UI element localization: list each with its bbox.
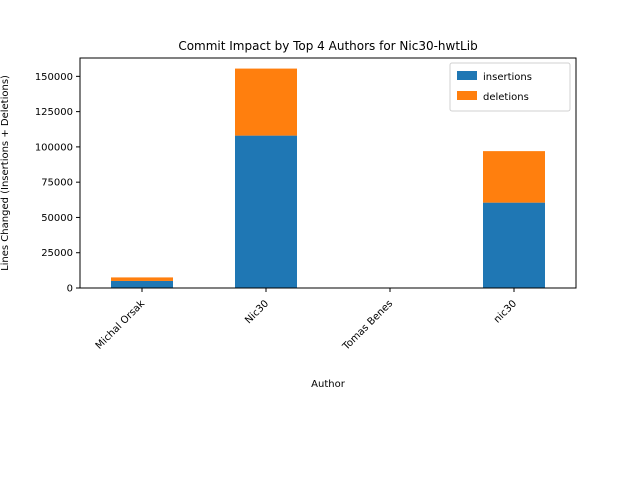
y-axis: 0 25000 50000 75000 100000 125000 150000 [35, 72, 80, 295]
y-tick-label: 0 [67, 284, 73, 295]
y-tick-label: 125000 [35, 107, 73, 118]
legend-swatch-deletions [457, 91, 477, 100]
legend-label-deletions: deletions [483, 92, 529, 103]
plot-frame [79, 57, 577, 289]
y-tick-label: 100000 [35, 142, 73, 153]
legend: insertions deletions [449, 62, 571, 112]
bar-deletions-0 [111, 277, 173, 281]
legend-label-insertions: insertions [483, 72, 532, 83]
bar-insertions-0 [111, 280, 173, 288]
bar-insertions-3 [483, 202, 545, 288]
x-axis-label: Author [311, 379, 346, 390]
bar-deletions-3 [483, 151, 545, 203]
bar-insertions-1 [235, 135, 297, 288]
y-tick-label: 75000 [41, 178, 73, 189]
y-tick-label: 50000 [41, 213, 73, 224]
bar-deletions-1 [235, 68, 297, 136]
legend-swatch-insertions [457, 71, 477, 80]
y-tick-label: 25000 [41, 248, 73, 259]
legend-box [449, 62, 571, 112]
chart-title: Commit Impact by Top 4 Authors for Nic30… [178, 39, 477, 53]
bars-layer [111, 68, 545, 288]
y-axis-label: Lines Changed (Insertions + Deletions) [0, 75, 11, 271]
y-tick-label: 150000 [35, 72, 73, 83]
